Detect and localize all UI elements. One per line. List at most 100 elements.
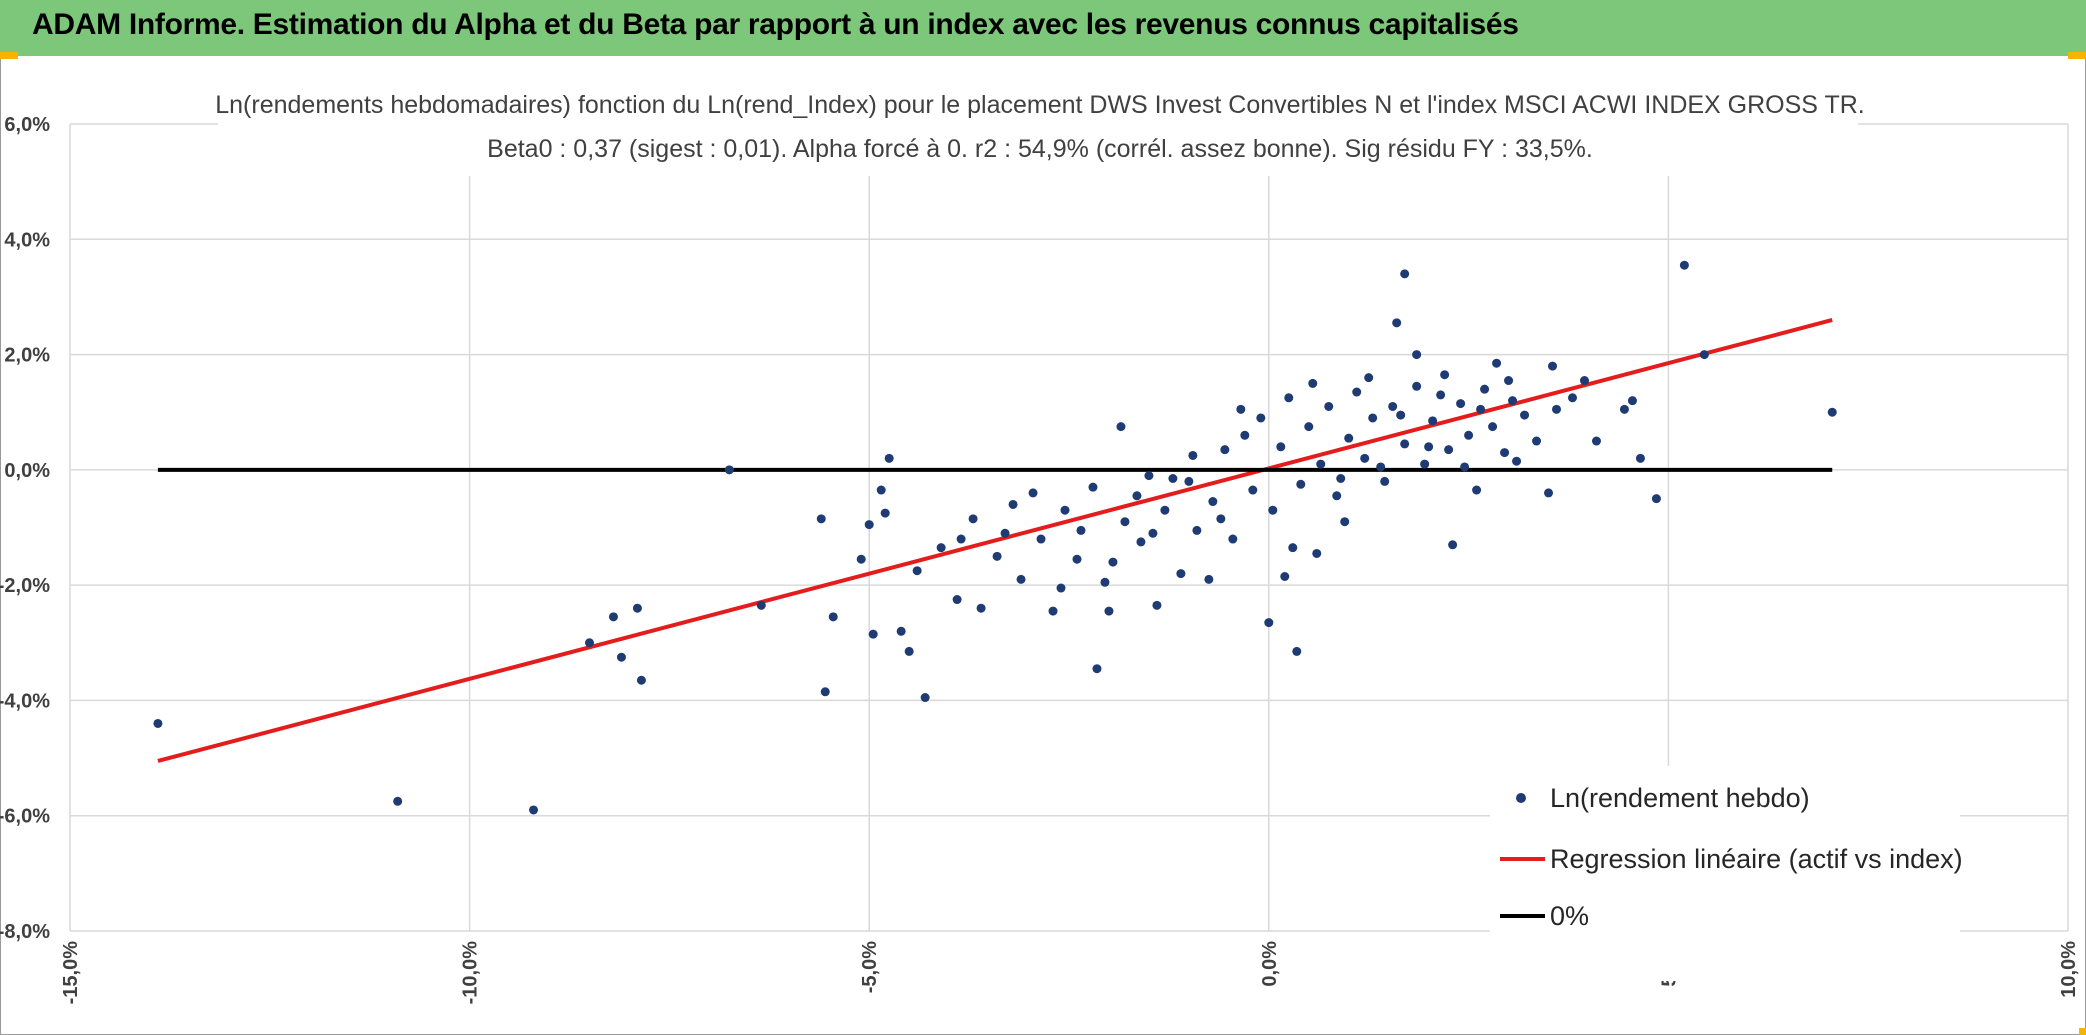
x-tick-label: 0,0% xyxy=(1259,941,1281,987)
y-tick-label: -2,0% xyxy=(0,575,50,597)
data-point xyxy=(724,465,734,475)
data-point xyxy=(896,626,906,636)
data-point xyxy=(153,718,163,728)
scatter-points xyxy=(153,260,1837,815)
data-point xyxy=(1008,499,1018,509)
data-point xyxy=(1240,430,1250,440)
y-tick-label: -4,0% xyxy=(0,690,50,712)
y-tick-label: 0,0% xyxy=(4,460,50,482)
data-point xyxy=(1520,410,1530,420)
data-point xyxy=(1148,528,1158,538)
data-point xyxy=(1827,407,1837,417)
data-point xyxy=(1488,422,1498,432)
data-point xyxy=(820,687,830,697)
data-point xyxy=(1376,462,1386,472)
data-point xyxy=(1036,534,1046,544)
data-point xyxy=(1296,479,1306,489)
data-point xyxy=(868,629,878,639)
data-point xyxy=(1400,269,1410,279)
corner-marker-bottom-right xyxy=(2079,1028,2086,1035)
data-point xyxy=(1108,557,1118,567)
data-point xyxy=(1352,387,1362,397)
data-point xyxy=(1308,378,1318,388)
data-point xyxy=(1288,543,1298,553)
data-point xyxy=(1016,574,1026,584)
data-point xyxy=(876,485,886,495)
data-point xyxy=(1440,370,1450,380)
legend-label-scatter: Ln(rendement hebdo) xyxy=(1550,783,1810,813)
data-point xyxy=(1056,583,1066,593)
data-point xyxy=(1324,401,1334,411)
data-point xyxy=(1532,436,1542,446)
data-point xyxy=(952,595,962,605)
data-point xyxy=(1388,401,1398,411)
data-point xyxy=(1500,448,1510,458)
data-point xyxy=(1380,476,1390,486)
report-header: ADAM Informe. Estimation du Alpha et du … xyxy=(0,0,2086,56)
y-tick-label: 4,0% xyxy=(4,229,50,251)
regression-line xyxy=(157,318,1833,763)
data-point xyxy=(616,652,626,662)
legend-marker-scatter xyxy=(1516,793,1526,803)
data-point xyxy=(1679,260,1689,270)
data-point xyxy=(884,453,894,463)
data-point xyxy=(1256,413,1266,423)
data-point xyxy=(856,554,866,564)
data-point xyxy=(1312,548,1322,558)
data-point xyxy=(1635,453,1645,463)
data-point xyxy=(1152,600,1162,610)
data-point xyxy=(1284,393,1294,403)
data-point xyxy=(976,603,986,613)
data-point xyxy=(1480,384,1490,394)
data-point xyxy=(1512,456,1522,466)
data-point xyxy=(1552,404,1562,414)
data-point xyxy=(1360,453,1370,463)
data-point xyxy=(1132,491,1142,501)
data-point xyxy=(1100,577,1110,587)
data-point xyxy=(1428,416,1438,426)
legend-label-regression: Regression linéaire (actif vs index) xyxy=(1550,844,1963,874)
data-point xyxy=(956,534,966,544)
data-point xyxy=(1160,505,1170,515)
data-point xyxy=(992,551,1002,561)
data-point xyxy=(1400,439,1410,449)
data-point xyxy=(1292,646,1302,656)
data-point xyxy=(1144,471,1154,481)
chart-title-line1: Ln(rendements hebdomadaires) fonction du… xyxy=(215,91,1865,119)
data-point xyxy=(1619,404,1629,414)
data-point xyxy=(1028,488,1038,498)
data-point xyxy=(1076,525,1086,535)
data-point xyxy=(1368,413,1378,423)
y-tick-label: 6,0% xyxy=(4,114,50,136)
chart-legend: Ln(rendement hebdo) Regression linéaire … xyxy=(1490,766,1963,981)
data-point xyxy=(1208,497,1218,507)
data-point xyxy=(1192,525,1202,535)
chart-title-line2: Beta0 : 0,37 (sigest : 0,01). Alpha forc… xyxy=(487,135,1593,163)
data-point xyxy=(1072,554,1082,564)
report-title: ADAM Informe. Estimation du Alpha et du … xyxy=(32,8,1519,41)
data-point xyxy=(1248,485,1258,495)
data-point xyxy=(1264,618,1274,628)
data-point xyxy=(1204,574,1214,584)
data-point xyxy=(1651,494,1661,504)
y-tick-label: -6,0% xyxy=(0,806,50,828)
data-point xyxy=(1120,517,1130,527)
corner-marker-right xyxy=(2068,52,2086,59)
data-point xyxy=(1464,430,1474,440)
data-point xyxy=(1316,459,1326,469)
data-point xyxy=(1448,540,1458,550)
data-point xyxy=(1000,528,1010,538)
data-point xyxy=(1280,571,1290,581)
data-point xyxy=(584,638,594,648)
data-point xyxy=(1504,376,1514,386)
data-point xyxy=(828,612,838,622)
data-point xyxy=(1104,606,1114,616)
data-point xyxy=(1436,390,1446,400)
data-point xyxy=(936,543,946,553)
y-tick-label: 2,0% xyxy=(4,345,50,367)
data-point xyxy=(1216,514,1226,524)
data-point xyxy=(1456,399,1466,409)
data-point xyxy=(1268,505,1278,515)
data-point xyxy=(1579,376,1589,386)
data-point xyxy=(1136,537,1146,547)
